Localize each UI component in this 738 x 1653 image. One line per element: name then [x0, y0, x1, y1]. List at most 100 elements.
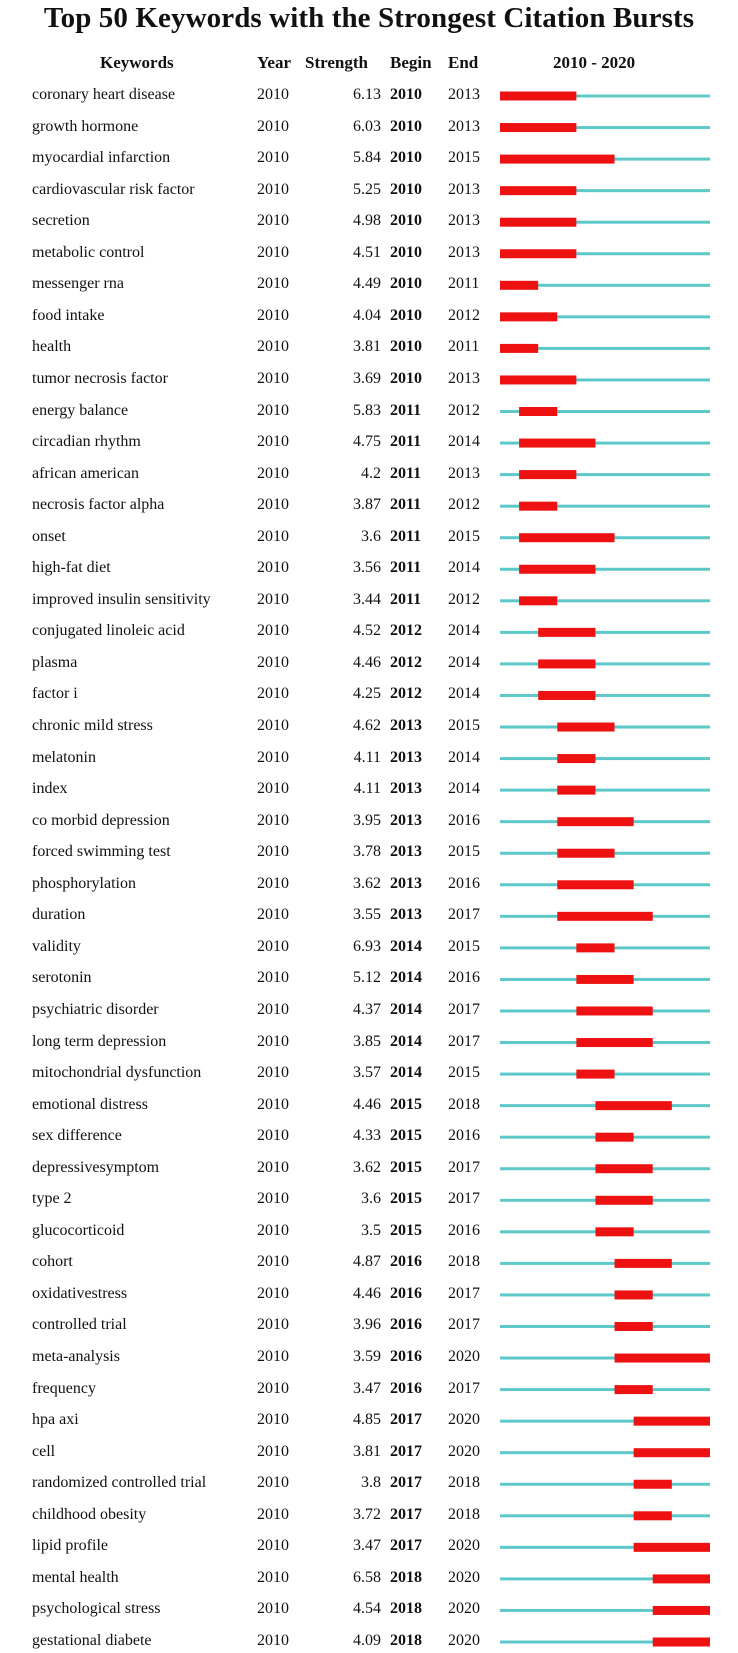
header-end: End	[448, 53, 479, 72]
begin-cell: 2011	[390, 496, 422, 514]
begin-cell: 2014	[390, 969, 422, 987]
timeline-line	[500, 473, 710, 477]
end-cell: 2020	[448, 1411, 480, 1429]
begin-cell: 2015	[390, 1095, 422, 1113]
year-cell: 2010	[257, 1316, 289, 1334]
strength-cell: 3.81	[353, 338, 381, 356]
end-cell: 2014	[448, 653, 480, 671]
end-cell: 2017	[448, 1032, 480, 1050]
burst-bar	[500, 217, 577, 227]
header-timeline: 2010 - 2020	[553, 53, 636, 72]
strength-cell: 3.6	[361, 527, 381, 545]
begin-cell: 2010	[390, 369, 422, 387]
strength-cell: 4.46	[353, 1284, 381, 1302]
burst-bar	[633, 1542, 710, 1552]
end-cell: 2013	[448, 86, 480, 103]
burst-bar	[557, 817, 634, 827]
timeline-line	[500, 220, 710, 224]
end-cell: 2014	[448, 559, 480, 577]
end-cell: 2018	[448, 1253, 480, 1271]
year-cell: 2010	[257, 780, 289, 798]
strength-cell: 4.11	[353, 780, 381, 798]
year-cell: 2010	[257, 1568, 289, 1586]
timeline-line	[500, 1388, 710, 1392]
strength-cell: 3.78	[353, 843, 381, 861]
end-cell: 2017	[448, 1379, 480, 1397]
begin-cell: 2013	[390, 906, 422, 924]
burst-bar	[633, 1479, 672, 1489]
year-cell: 2010	[257, 275, 289, 293]
strength-cell: 4.87	[353, 1253, 381, 1271]
strength-cell: 4.04	[353, 306, 381, 324]
begin-cell: 2016	[390, 1284, 422, 1302]
keyword-cell: psychological stress	[32, 1600, 161, 1618]
year-cell: 2010	[257, 1253, 289, 1271]
strength-cell: 5.84	[353, 149, 381, 167]
strength-cell: 3.56	[353, 559, 381, 577]
begin-cell: 2012	[390, 685, 422, 703]
year-cell: 2010	[257, 86, 289, 103]
strength-cell: 3.55	[353, 906, 381, 924]
burst-bar	[557, 722, 615, 732]
begin-cell: 2015	[390, 1221, 422, 1239]
strength-cell: 4.49	[353, 275, 381, 293]
year-cell: 2010	[257, 622, 289, 640]
strength-cell: 4.25	[353, 685, 381, 703]
timeline-line	[500, 567, 710, 571]
strength-cell: 4.98	[353, 212, 381, 230]
timeline-line	[500, 189, 710, 193]
keyword-cell: necrosis factor alpha	[32, 496, 165, 514]
strength-cell: 4.54	[353, 1600, 381, 1618]
strength-cell: 3.47	[353, 1537, 381, 1555]
burst-bar	[538, 627, 596, 637]
keyword-cell: secretion	[32, 212, 90, 230]
end-cell: 2020	[448, 1537, 480, 1555]
keyword-cell: energy balance	[32, 401, 129, 419]
keyword-cell: duration	[32, 906, 86, 924]
begin-cell: 2010	[390, 243, 422, 261]
strength-cell: 6.58	[353, 1568, 381, 1586]
begin-cell: 2013	[390, 717, 422, 735]
end-cell: 2018	[448, 1505, 480, 1523]
strength-cell: 3.62	[353, 874, 381, 892]
burst-bar	[500, 154, 615, 164]
strength-cell: 5.83	[353, 401, 381, 419]
strength-cell: 4.11	[353, 748, 381, 766]
begin-cell: 2013	[390, 874, 422, 892]
year-cell: 2010	[257, 117, 289, 135]
year-cell: 2010	[257, 748, 289, 766]
keyword-cell: emotional distress	[32, 1095, 148, 1113]
keyword-cell: cell	[32, 1442, 56, 1460]
burst-bar	[557, 848, 615, 858]
burst-bar	[538, 690, 596, 700]
keyword-cell: frequency	[32, 1379, 96, 1397]
year-cell: 2010	[257, 1032, 289, 1050]
end-cell: 2015	[448, 149, 480, 167]
begin-cell: 2011	[390, 590, 422, 608]
timeline-line	[500, 1514, 710, 1518]
strength-cell: 3.6	[361, 1190, 381, 1208]
strength-cell: 6.03	[353, 117, 381, 135]
burst-bar	[595, 1195, 653, 1205]
begin-cell: 2017	[390, 1537, 422, 1555]
strength-cell: 4.52	[353, 622, 381, 640]
keyword-cell: circadian rhythm	[32, 433, 141, 451]
end-cell: 2015	[448, 1064, 480, 1082]
burst-bar	[500, 91, 577, 101]
year-cell: 2010	[257, 937, 289, 955]
year-cell: 2010	[257, 717, 289, 735]
timeline-line	[500, 504, 710, 508]
end-cell: 2013	[448, 243, 480, 261]
year-cell: 2010	[257, 527, 289, 545]
begin-cell: 2011	[390, 401, 422, 419]
strength-cell: 3.81	[353, 1442, 381, 1460]
begin-cell: 2011	[390, 527, 422, 545]
begin-cell: 2011	[390, 464, 422, 482]
end-cell: 2013	[448, 212, 480, 230]
timeline-line	[500, 1545, 710, 1549]
year-cell: 2010	[257, 590, 289, 608]
end-cell: 2017	[448, 1190, 480, 1208]
burst-bar	[519, 533, 615, 543]
begin-cell: 2015	[390, 1158, 422, 1176]
year-cell: 2010	[257, 496, 289, 514]
